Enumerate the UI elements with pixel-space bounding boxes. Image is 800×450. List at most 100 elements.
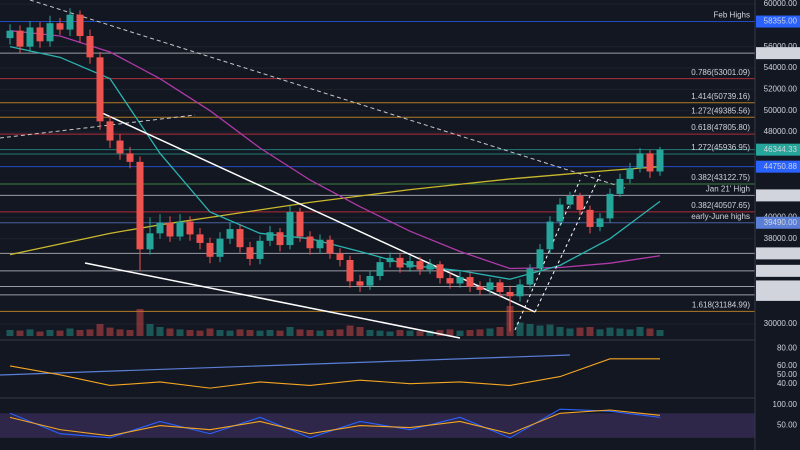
- volume-bar: [66, 328, 74, 336]
- volume-bar: [376, 330, 384, 336]
- candle-body: [196, 234, 204, 243]
- candle-body: [186, 221, 194, 235]
- volume-bar: [336, 329, 344, 336]
- volume-bar: [486, 328, 494, 336]
- candle-body: [406, 261, 414, 268]
- volume-bar: [476, 329, 484, 336]
- volume-bar: [76, 330, 84, 336]
- volume-bar: [346, 325, 354, 336]
- candle-body: [316, 239, 324, 249]
- volume-bar: [446, 329, 454, 336]
- level-note: 0.786(53001.09): [691, 68, 750, 77]
- level-note: 1.272(49385.56): [691, 106, 750, 115]
- price-label-bg: [756, 160, 800, 173]
- volume-bar: [616, 328, 624, 336]
- volume-bar: [246, 330, 254, 336]
- price-label: 46344.33: [764, 145, 798, 154]
- y-tick-label: 54000.00: [764, 63, 798, 72]
- volume-bar: [436, 330, 444, 336]
- level-note: 0.382(43122.75): [691, 173, 750, 182]
- candle-body: [366, 276, 374, 286]
- candle-body: [456, 277, 464, 284]
- candle-body: [96, 57, 104, 122]
- candle-body: [436, 264, 444, 279]
- volume-bar: [266, 330, 274, 336]
- candle-body: [376, 262, 384, 276]
- candle-body: [646, 153, 654, 172]
- candle-body: [546, 221, 554, 250]
- candle-body: [636, 153, 644, 169]
- rsi-trendline: [0, 354, 571, 376]
- candle-body: [166, 222, 174, 237]
- volume-bar: [526, 324, 534, 336]
- volume-bar: [456, 330, 464, 336]
- volume-bar: [176, 329, 184, 336]
- volume-bar: [606, 327, 614, 336]
- price-label: 34983.98: [764, 266, 798, 275]
- price-label-bg: [756, 47, 800, 60]
- volume-bar: [286, 327, 294, 336]
- candle-body: [116, 140, 124, 154]
- volume-bar: [356, 327, 364, 336]
- candle-body: [536, 249, 544, 269]
- level-note: 1.272(45936.95): [691, 143, 750, 152]
- volume-bar: [586, 327, 594, 336]
- volume-bar: [86, 329, 94, 336]
- level-note: 1.618(31184.99): [692, 300, 750, 309]
- candle-body: [616, 178, 624, 194]
- y-tick-label: 48000.00: [764, 127, 798, 136]
- moving-averages: [9, 30, 661, 280]
- channel-line: [534, 174, 601, 313]
- candle-body: [106, 121, 114, 141]
- y-tick-label: 30000.00: [764, 319, 798, 328]
- price-label-bg: [756, 264, 800, 277]
- price-label: 42055.95: [764, 191, 798, 200]
- y-tick-label: 60.00: [777, 361, 798, 370]
- volume-bar: [656, 330, 664, 336]
- volume-bar: [216, 330, 224, 336]
- volume-bar: [136, 309, 144, 336]
- volume-bar: [126, 330, 134, 336]
- candle-body: [596, 218, 604, 227]
- candle-body: [26, 27, 34, 47]
- volume-bar: [226, 330, 234, 336]
- volume-bar: [36, 331, 44, 336]
- price-label: 58355.00: [764, 17, 798, 26]
- volume-bar: [326, 330, 334, 336]
- level-note: 0.618(47805.80): [691, 123, 750, 132]
- candle-body: [76, 14, 84, 36]
- volume-bar: [166, 328, 174, 336]
- candle-body: [176, 221, 184, 237]
- trendline: [29, 0, 626, 189]
- volume-bar: [206, 328, 214, 336]
- indicator-panes: [0, 339, 800, 399]
- volume-bar: [516, 322, 524, 336]
- y-tick-label: 50.00: [777, 421, 798, 430]
- candle-body: [606, 193, 614, 219]
- candle-body: [496, 282, 504, 292]
- price-label: 39490.00: [764, 218, 798, 227]
- candle-body: [36, 27, 44, 42]
- volume-bar: [236, 329, 244, 336]
- trendline: [0, 114, 196, 139]
- candle-body: [626, 168, 634, 179]
- candle-body: [56, 23, 64, 30]
- y-tick-label: 60000.00: [764, 0, 798, 8]
- candle-body: [396, 257, 404, 268]
- candle-body: [506, 292, 514, 297]
- candle-body: [356, 281, 364, 286]
- volume-bar: [426, 330, 434, 336]
- volume-bar: [6, 330, 14, 336]
- volume-bar: [366, 330, 374, 336]
- volume-bar: [626, 329, 634, 336]
- volume-bar: [406, 330, 414, 336]
- level-note: 0.382(40507.65): [691, 201, 750, 210]
- wedge-line: [84, 262, 461, 339]
- candle-body: [126, 153, 134, 162]
- grid: [0, 3, 758, 427]
- volume-bar: [386, 331, 394, 336]
- y-tick-label: 100.00: [773, 400, 798, 409]
- volume-bar: [396, 330, 404, 336]
